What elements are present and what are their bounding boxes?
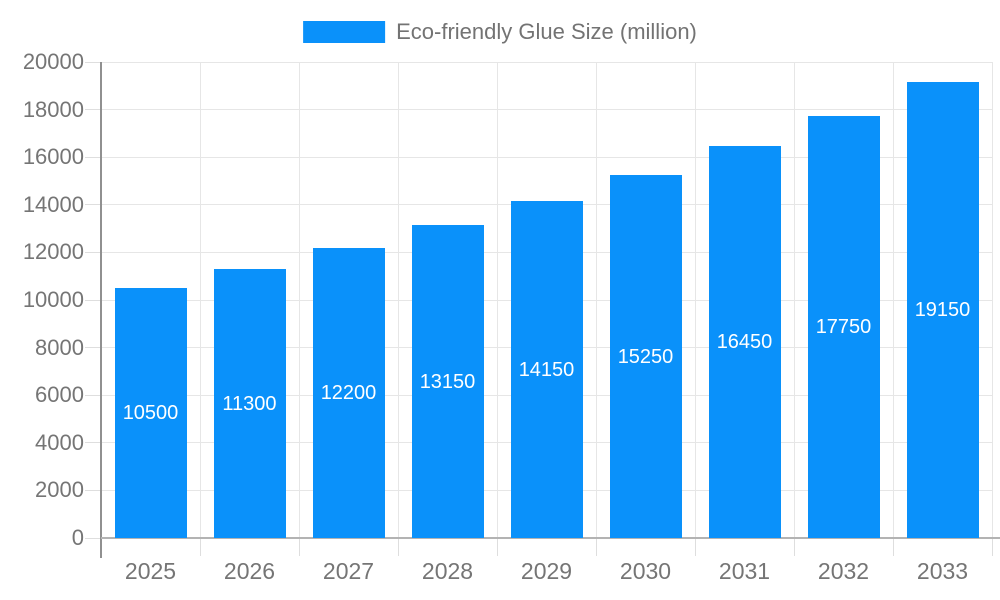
x-gridline <box>793 62 795 538</box>
x-axis-label: 2027 <box>322 558 375 584</box>
bar[interactable]: 13150 <box>411 225 484 538</box>
y-tick <box>85 109 101 111</box>
bar-value-label: 10500 <box>122 402 179 425</box>
x-gridline <box>496 62 498 538</box>
legend-label: Eco-friendly Glue Size (million) <box>396 19 697 44</box>
x-gridline <box>595 62 597 538</box>
y-tick <box>85 299 101 301</box>
x-axis-label: 2029 <box>520 558 573 584</box>
y-gridline <box>101 61 992 63</box>
bar[interactable]: 15250 <box>609 175 682 538</box>
bar[interactable]: 19150 <box>906 82 979 538</box>
x-gridline <box>397 62 399 538</box>
y-tick <box>85 156 101 158</box>
y-tick <box>85 204 101 206</box>
y-axis-label: 8000 <box>35 334 84 360</box>
y-axis-label: 6000 <box>35 382 84 408</box>
y-axis-label: 20000 <box>22 49 84 74</box>
bar[interactable]: 16450 <box>708 146 781 538</box>
y-gridline <box>101 109 992 111</box>
bar[interactable]: 14150 <box>510 201 583 538</box>
y-tick <box>85 61 101 63</box>
x-gridline <box>991 62 993 538</box>
y-axis-label: 4000 <box>35 429 84 455</box>
x-tick <box>496 539 498 556</box>
x-tick <box>793 539 795 556</box>
x-axis-label: 2026 <box>223 558 276 584</box>
bar[interactable]: 17750 <box>807 115 880 538</box>
bar-value-label: 17750 <box>815 315 872 338</box>
y-axis-label: 14000 <box>22 191 84 217</box>
legend[interactable]: Eco-friendly Glue Size (million) <box>303 20 697 44</box>
x-axis-label: 2033 <box>916 558 969 584</box>
y-tick <box>85 489 101 491</box>
y-axis-label: 18000 <box>22 96 84 122</box>
x-axis-label: 2032 <box>817 558 870 584</box>
y-tick <box>85 251 101 253</box>
y-axis-label: 0 <box>71 525 84 550</box>
x-tick <box>694 539 696 556</box>
x-tick <box>397 539 399 556</box>
x-tick <box>298 539 300 556</box>
y-axis-label: 12000 <box>22 239 84 265</box>
x-gridline <box>298 62 300 538</box>
y-axis-label: 16000 <box>22 144 84 170</box>
y-tick <box>85 394 101 396</box>
x-axis-label: 2031 <box>718 558 771 584</box>
legend-swatch-icon <box>303 21 386 43</box>
y-tick <box>85 537 101 539</box>
x-axis-line <box>101 537 1000 539</box>
y-axis-label: 10000 <box>22 287 84 312</box>
x-axis-label: 2028 <box>421 558 474 584</box>
bar-value-label: 15250 <box>617 345 674 368</box>
bar[interactable]: 10500 <box>114 288 187 538</box>
bar[interactable]: 12200 <box>312 247 385 538</box>
x-gridline <box>892 62 894 538</box>
bar-value-label: 14150 <box>518 358 575 381</box>
bar-value-label: 19150 <box>914 299 971 322</box>
bar-value-label: 11300 <box>222 392 277 415</box>
x-gridline <box>694 62 696 538</box>
x-tick <box>595 539 597 556</box>
x-axis-label: 2025 <box>124 558 177 584</box>
bar[interactable]: 11300 <box>213 269 286 538</box>
bar-value-label: 12200 <box>320 381 377 404</box>
bar-value-label: 13150 <box>419 370 476 393</box>
x-axis-label: 2030 <box>619 558 672 584</box>
x-gridline <box>199 62 201 538</box>
y-tick <box>85 347 101 349</box>
y-axis-line <box>100 62 102 558</box>
x-tick <box>991 539 993 556</box>
y-gridline <box>101 156 992 158</box>
y-axis-label: 2000 <box>35 477 84 503</box>
y-tick <box>85 442 101 444</box>
x-tick <box>199 539 201 556</box>
bar-value-label: 16450 <box>716 331 773 354</box>
x-tick <box>892 539 894 556</box>
